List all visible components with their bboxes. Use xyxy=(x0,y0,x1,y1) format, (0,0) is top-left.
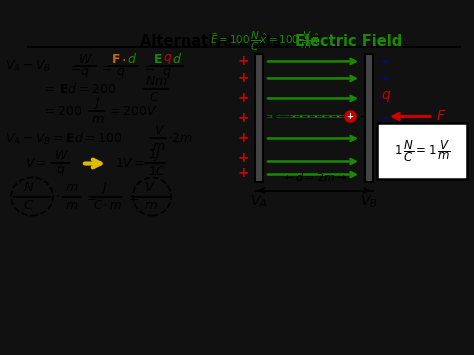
FancyArrowPatch shape xyxy=(259,188,264,193)
Text: $V_A - V_B = \mathbf{E}d = 100\,$: $V_A - V_B = \mathbf{E}d = 100\,$ xyxy=(5,130,122,147)
Text: $m$: $m$ xyxy=(144,199,158,212)
Text: $V$: $V$ xyxy=(154,124,165,137)
Text: $\cdot$: $\cdot$ xyxy=(121,53,126,66)
Text: $1\,\dfrac{N}{C} = 1\,\dfrac{V}{m}$: $1\,\dfrac{N}{C} = 1\,\dfrac{V}{m}$ xyxy=(393,139,450,164)
FancyArrowPatch shape xyxy=(85,160,100,167)
Bar xyxy=(255,54,263,181)
Text: $-$: $-$ xyxy=(379,152,390,165)
Text: $m$: $m$ xyxy=(152,140,165,153)
FancyArrowPatch shape xyxy=(393,113,430,120)
Text: $-$: $-$ xyxy=(379,112,390,125)
Text: $W$: $W$ xyxy=(78,53,93,66)
Text: $q$: $q$ xyxy=(162,66,172,81)
Text: $d$: $d$ xyxy=(172,53,182,66)
FancyArrowPatch shape xyxy=(268,59,356,64)
Text: $d$: $d$ xyxy=(127,53,137,66)
FancyArrowPatch shape xyxy=(268,96,356,101)
Text: $q$: $q$ xyxy=(80,66,90,81)
FancyArrowPatch shape xyxy=(268,114,356,119)
Text: $\mathbf{F}$: $\mathbf{F}$ xyxy=(111,53,120,66)
Text: $1V = $: $1V = $ xyxy=(115,157,145,170)
Text: $V$: $V$ xyxy=(144,181,156,194)
Text: $= \,\mathbf{E}d = 200\,$: $= \,\mathbf{E}d = 200\,$ xyxy=(42,82,116,97)
Text: $-$: $-$ xyxy=(379,92,390,105)
Text: $-$: $-$ xyxy=(379,72,390,85)
Text: $m$: $m$ xyxy=(65,199,78,212)
Text: $\cdot$: $\cdot$ xyxy=(55,187,60,202)
Text: $=$: $=$ xyxy=(126,190,140,203)
Bar xyxy=(365,54,373,181)
Text: +: + xyxy=(237,152,249,165)
Text: $\leftarrow d = 2m \rightarrow$: $\leftarrow d = 2m \rightarrow$ xyxy=(282,170,346,182)
Text: $V = $: $V = $ xyxy=(25,157,47,170)
FancyArrowPatch shape xyxy=(273,115,290,119)
Text: $Nm$: $Nm$ xyxy=(145,75,168,88)
Text: +: + xyxy=(237,166,249,180)
Text: $V_B$: $V_B$ xyxy=(360,193,378,210)
Text: +: + xyxy=(237,131,249,146)
Text: +: + xyxy=(237,71,249,86)
Text: $m$: $m$ xyxy=(65,181,78,194)
Text: $= 200V$: $= 200V$ xyxy=(107,105,157,118)
Text: $J$: $J$ xyxy=(93,95,100,111)
FancyArrowPatch shape xyxy=(268,172,356,177)
Text: $J$: $J$ xyxy=(100,180,108,196)
Text: $=$: $=$ xyxy=(141,60,155,73)
Text: +: + xyxy=(346,112,354,121)
Text: $=$: $=$ xyxy=(68,60,82,73)
Text: Electric Field: Electric Field xyxy=(295,34,402,49)
Text: $\mathbf{E}$: $\mathbf{E}$ xyxy=(153,53,163,66)
Text: $q$: $q$ xyxy=(381,89,391,104)
Text: +: + xyxy=(237,92,249,105)
Text: +: + xyxy=(237,111,249,125)
Text: $q$: $q$ xyxy=(163,53,173,66)
Text: $=$: $=$ xyxy=(84,190,98,203)
Text: $N$: $N$ xyxy=(23,181,35,194)
Text: $1C$: $1C$ xyxy=(148,165,167,178)
Text: Alternative Units for: Alternative Units for xyxy=(140,34,315,49)
Text: $F$: $F$ xyxy=(436,109,446,124)
Text: $C$: $C$ xyxy=(149,91,160,104)
Text: $V_A$: $V_A$ xyxy=(250,193,268,210)
Text: $-$: $-$ xyxy=(379,55,390,68)
Text: $C \cdot m$: $C \cdot m$ xyxy=(93,199,122,212)
Text: $W$: $W$ xyxy=(54,149,69,162)
Text: +: + xyxy=(237,54,249,69)
Text: $= 200\,$: $= 200\,$ xyxy=(42,105,82,118)
Text: $C$: $C$ xyxy=(23,199,34,212)
Text: $q$: $q$ xyxy=(56,164,65,179)
Text: $-$: $-$ xyxy=(379,132,390,145)
Text: $m$: $m$ xyxy=(91,113,104,126)
FancyArrowPatch shape xyxy=(268,136,356,141)
Text: $=$: $=$ xyxy=(99,60,113,73)
Text: $\vec{E}=100\,\dfrac{N}{C}\hat{x}=100\,\dfrac{V}{m}\hat{x}$: $\vec{E}=100\,\dfrac{N}{C}\hat{x}=100\,\… xyxy=(210,30,320,53)
Text: $1J$: $1J$ xyxy=(148,147,161,164)
FancyArrowPatch shape xyxy=(268,159,356,164)
FancyArrowPatch shape xyxy=(268,76,356,81)
Text: $-$: $-$ xyxy=(379,167,390,180)
FancyArrowPatch shape xyxy=(364,188,368,193)
Text: $V_A - V_B$: $V_A - V_B$ xyxy=(5,59,51,74)
Text: $q$: $q$ xyxy=(116,66,126,81)
Text: $\cdot 2m$: $\cdot 2m$ xyxy=(168,132,193,145)
Bar xyxy=(377,124,467,179)
